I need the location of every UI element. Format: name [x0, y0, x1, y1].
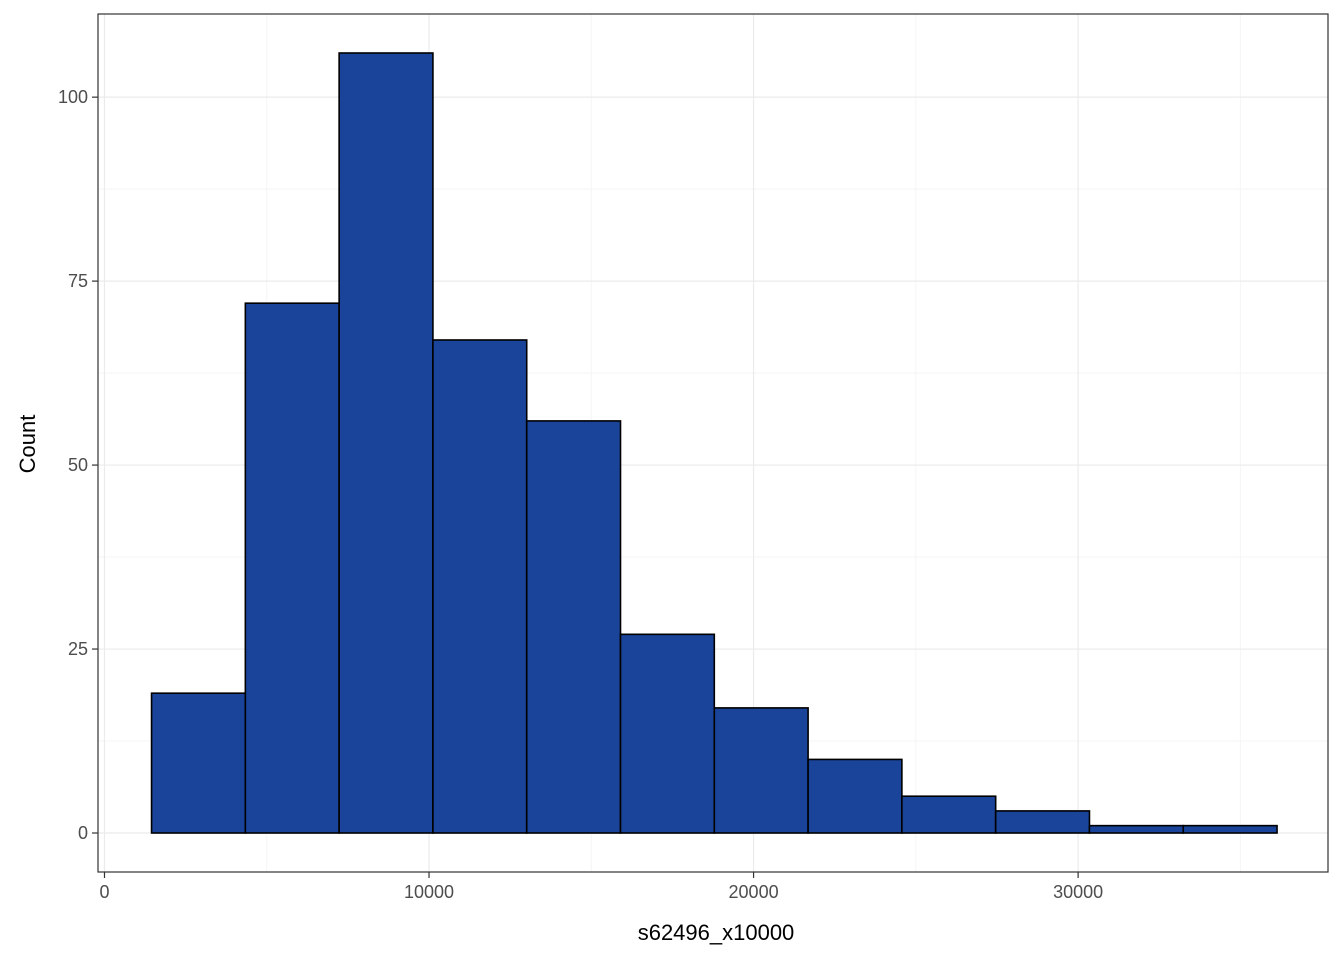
x-axis-title: s62496_x10000	[638, 920, 795, 945]
histogram-bar	[807, 758, 903, 834]
y-axis-ticks: 0 25 50 75 100	[58, 87, 98, 843]
y-tick-label: 0	[78, 823, 88, 843]
y-tick-label: 100	[58, 87, 88, 107]
y-axis-title: Count	[15, 415, 40, 474]
histogram-bar	[994, 810, 1091, 834]
histogram-bar	[432, 339, 528, 834]
histogram-bar	[244, 302, 340, 834]
histogram-bar	[901, 795, 997, 834]
histogram-bar	[338, 52, 434, 834]
panel-border	[97, 13, 1329, 873]
histogram-bar	[1088, 824, 1185, 834]
histogram-bar	[619, 633, 716, 834]
y-tick-label: 75	[68, 271, 88, 291]
x-tick-label: 30000	[1053, 882, 1103, 902]
histogram-bars	[150, 52, 1278, 834]
histogram-bar	[525, 420, 622, 834]
x-axis-ticks: 0 10000 20000 30000	[99, 872, 1103, 902]
x-tick-label: 10000	[404, 882, 454, 902]
x-tick-label: 0	[99, 882, 109, 902]
x-tick-label: 20000	[729, 882, 779, 902]
histogram-bar	[150, 692, 247, 834]
histogram-bar	[1182, 824, 1278, 834]
y-tick-label: 25	[68, 639, 88, 659]
y-tick-label: 50	[68, 455, 88, 475]
histogram-bar	[713, 707, 809, 834]
